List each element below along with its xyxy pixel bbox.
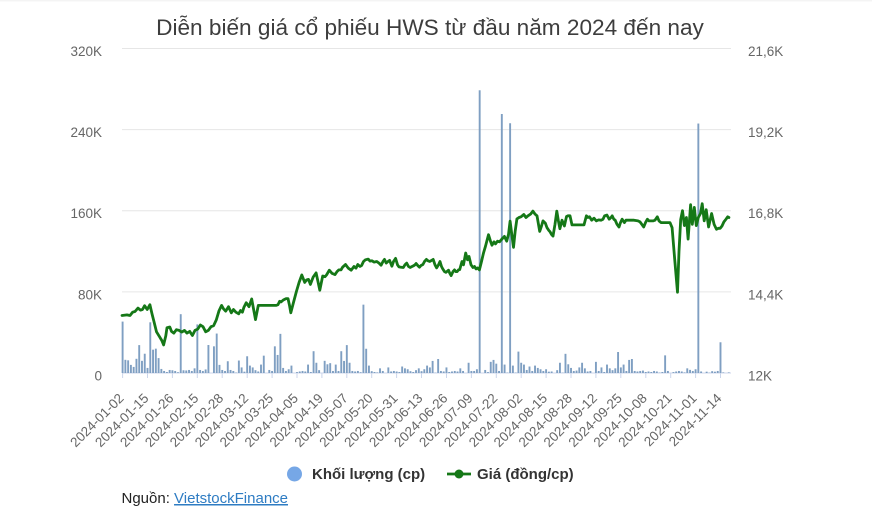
svg-text:240K: 240K: [70, 125, 102, 140]
svg-text:80K: 80K: [78, 287, 102, 302]
svg-text:Khối lượng (cp): Khối lượng (cp): [312, 466, 425, 483]
svg-text:14,4K: 14,4K: [748, 287, 783, 302]
svg-text:Nguồn: VietstockFinance: Nguồn: VietstockFinance: [122, 490, 289, 507]
svg-text:160K: 160K: [70, 206, 102, 221]
svg-text:Giá (đồng/cp): Giá (đồng/cp): [477, 466, 574, 483]
svg-text:21,6K: 21,6K: [748, 44, 783, 59]
svg-text:320K: 320K: [70, 44, 102, 59]
svg-text:12K: 12K: [748, 369, 772, 384]
svg-text:16,8K: 16,8K: [748, 206, 783, 221]
svg-text:19,2K: 19,2K: [748, 125, 783, 140]
svg-text:Diễn biến giá cổ phiếu HWS từ: Diễn biến giá cổ phiếu HWS từ đầu năm 20…: [156, 15, 704, 40]
svg-text:0: 0: [94, 369, 102, 384]
